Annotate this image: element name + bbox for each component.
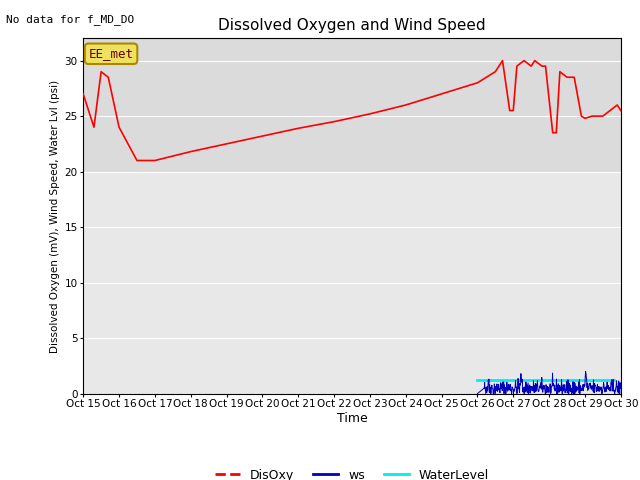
Text: EE_met: EE_met xyxy=(88,47,134,60)
X-axis label: Time: Time xyxy=(337,412,367,425)
Text: No data for f_MD_DO: No data for f_MD_DO xyxy=(6,14,134,25)
Y-axis label: Dissolved Oxygen (mV), Wind Speed, Water Lvl (psi): Dissolved Oxygen (mV), Wind Speed, Water… xyxy=(50,79,60,353)
Bar xyxy=(83,38,621,171)
Legend: DisOxy, ws, WaterLevel: DisOxy, ws, WaterLevel xyxy=(210,464,494,480)
Title: Dissolved Oxygen and Wind Speed: Dissolved Oxygen and Wind Speed xyxy=(218,18,486,33)
